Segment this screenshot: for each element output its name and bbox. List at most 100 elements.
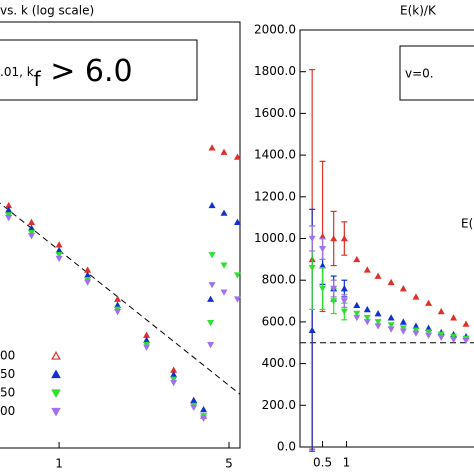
- marker: [425, 324, 433, 331]
- marker: [28, 233, 36, 240]
- marker: [84, 266, 92, 273]
- marker: [143, 344, 151, 351]
- legend-label: 50: [0, 367, 15, 381]
- marker: [387, 322, 395, 329]
- x-tick-label: 1: [55, 457, 63, 471]
- marker: [374, 319, 382, 326]
- y-tick-label: 1000.0: [254, 231, 296, 245]
- y-tick-label: 800.0: [262, 273, 296, 287]
- legend-marker: [51, 407, 61, 417]
- marker: [319, 262, 327, 269]
- marker: [399, 318, 407, 325]
- marker: [5, 215, 13, 222]
- marker: [363, 266, 371, 273]
- x-tick-label: 1: [343, 456, 351, 470]
- marker: [143, 336, 151, 343]
- marker: [363, 305, 371, 313]
- right-title: E(k)/K: [400, 4, 437, 18]
- left-frame: [0, 21, 241, 449]
- marker: [220, 148, 228, 155]
- marker: [387, 326, 395, 333]
- marker: [114, 295, 122, 302]
- annotation-box: [399, 45, 474, 101]
- marker: [412, 293, 420, 300]
- marker: [208, 282, 216, 289]
- marker: [387, 314, 395, 321]
- marker: [170, 366, 178, 373]
- marker: [114, 309, 122, 316]
- y-tick-label: 2000.0: [254, 23, 296, 37]
- marker: [374, 310, 382, 317]
- marker: [319, 285, 327, 293]
- marker: [437, 334, 445, 342]
- marker: [308, 264, 316, 272]
- annotation: .01, kf > 6.0: [0, 54, 133, 91]
- marker: [308, 326, 316, 334]
- legend-marker: [51, 350, 61, 360]
- marker: [190, 396, 198, 404]
- marker: [190, 404, 198, 412]
- annotation-sub: f: [34, 67, 42, 91]
- marker: [28, 224, 36, 231]
- marker: [363, 319, 371, 326]
- marker: [340, 308, 348, 315]
- left-title: vs. k (log scale): [0, 4, 94, 18]
- marker: [207, 319, 215, 327]
- x-tick-label: 0.5: [313, 456, 332, 470]
- label: E(: [461, 217, 473, 231]
- marker: [340, 285, 348, 292]
- y-tick-label: 400.0: [262, 356, 296, 370]
- marker: [55, 246, 63, 253]
- marker: [353, 301, 361, 309]
- y-tick-label: 1800.0: [254, 64, 296, 78]
- marker: [374, 272, 382, 279]
- marker: [340, 298, 348, 305]
- marker: [208, 201, 216, 209]
- marker: [450, 336, 458, 344]
- marker: [308, 235, 316, 242]
- marker: [208, 144, 216, 151]
- y-tick-label: 600.0: [262, 314, 296, 328]
- marker: [208, 252, 216, 259]
- marker: [330, 298, 338, 305]
- marker: [220, 289, 228, 296]
- marker: [319, 246, 327, 253]
- marker: [84, 279, 92, 286]
- marker: [5, 206, 13, 213]
- y-tick-label: 1400.0: [254, 148, 296, 162]
- marker: [340, 235, 348, 242]
- marker: [170, 376, 178, 383]
- marker: [425, 332, 433, 339]
- marker: [330, 235, 338, 242]
- marker: [170, 379, 178, 387]
- marker: [353, 314, 361, 322]
- marker: [399, 328, 407, 335]
- marker: [412, 322, 420, 329]
- marker: [330, 285, 338, 293]
- marker: [200, 415, 208, 422]
- marker: [353, 255, 361, 263]
- marker: [84, 271, 92, 278]
- legend-label: 00: [0, 404, 15, 418]
- marker: [28, 218, 36, 225]
- marker: [363, 314, 371, 322]
- annotation-box: [0, 39, 198, 101]
- marker: [450, 314, 458, 321]
- y-tick-label: 1600.0: [254, 106, 296, 120]
- annotation-text: .01, k: [0, 65, 34, 79]
- marker: [220, 262, 228, 269]
- marker: [28, 229, 36, 237]
- annotation-after: > 6.0: [41, 54, 133, 89]
- marker: [200, 405, 208, 413]
- marker: [437, 307, 445, 315]
- marker: [233, 218, 241, 225]
- marker: [114, 301, 122, 308]
- legend-label: 50: [0, 386, 15, 400]
- annotation: v=0.: [405, 67, 434, 81]
- marker: [207, 295, 215, 302]
- marker: [170, 370, 178, 378]
- x-tick-label: 5: [225, 457, 233, 471]
- marker: [233, 153, 241, 160]
- marker: [55, 252, 63, 259]
